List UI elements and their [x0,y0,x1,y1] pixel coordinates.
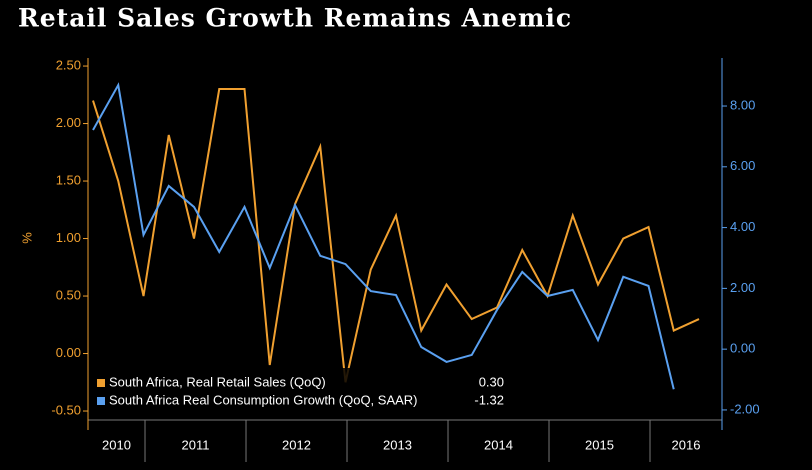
y-tick-label: 1.00 [56,230,81,245]
legend-label: South Africa Real Consumption Growth (Qo… [109,392,418,407]
x-tick-label: 2014 [484,437,513,452]
y-tick-label: 0.50 [56,287,81,302]
series-line [92,88,700,383]
y-tick-label: 1.50 [56,172,81,187]
y-tick-label: 0.00 [56,345,81,360]
x-tick-label: 2013 [383,437,412,452]
y-axis-label: % [19,232,34,244]
y2-tick-label: 0.00 [730,341,755,356]
x-tick-label: 2011 [182,437,210,452]
x-tick-label: 2010 [102,437,131,452]
y2-tick-label: 8.00 [730,97,755,112]
y-tick-label: 2.50 [56,57,81,72]
legend-box [92,368,510,413]
x-tick-label: 2012 [282,437,311,452]
x-tick-label: 2016 [672,437,701,452]
series-line [92,82,675,390]
y-tick-label: -0.50 [51,402,81,417]
y2-tick-label: 6.00 [730,158,755,173]
legend-label: South Africa, Real Retail Sales (QoQ) [109,374,326,389]
y2-tick-label: -2.00 [730,401,760,416]
legend-value: 0.30 [479,374,504,389]
x-tick-label: 2015 [585,437,614,452]
y-tick-label: 2.00 [56,115,81,130]
legend-swatch [97,397,105,405]
chart-title: Retail Sales Growth Remains Anemic [18,4,572,33]
y2-tick-label: 2.00 [730,280,755,295]
legend-swatch [97,379,105,387]
y2-tick-label: 4.00 [730,219,755,234]
legend-value: -1.32 [474,392,504,407]
